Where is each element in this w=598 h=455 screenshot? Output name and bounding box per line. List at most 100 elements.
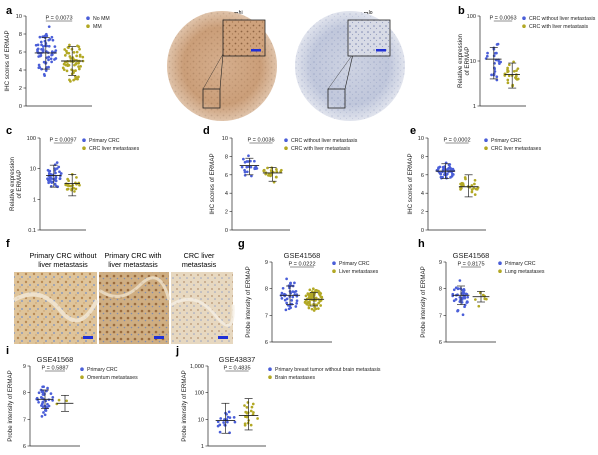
panel-label-f: f [6,238,10,250]
data-point [512,60,515,64]
p-value-label: P = 0.8175 [457,262,484,268]
panel-label-b: b [458,5,465,17]
zoom-region-box [327,88,346,109]
data-point [473,193,477,196]
caption-f2-line1: Primary CRC with [104,251,161,260]
data-point [266,166,269,170]
data-point [67,63,71,67]
data-point [216,424,220,428]
data-point [486,51,489,55]
data-point [496,42,500,46]
y-tick-label: 100 [467,14,476,20]
y-tick-label: 8 [265,287,268,293]
data-point [50,35,54,39]
data-point [308,303,312,307]
data-point [463,296,467,300]
data-point [46,386,49,390]
y-tick-label: 0.1 [28,228,36,234]
data-point [226,420,229,424]
data-point [218,430,222,434]
data-point [47,44,51,48]
data-point [458,279,462,282]
zoom-line [344,53,354,90]
data-point [69,57,73,60]
caption-f1-line1: Primary CRC without [29,251,96,260]
panel-label-i: i [6,345,9,357]
legend-marker [80,367,84,372]
data-point [493,51,497,55]
data-point [250,405,254,409]
data-point [280,297,284,300]
data-point [72,78,75,82]
zoom-line [327,53,354,90]
data-point [485,297,488,301]
data-point [461,182,465,185]
zoom-line [219,53,224,90]
y-tick-label: 10 [418,136,424,142]
data-point [39,40,43,44]
data-point [44,32,48,36]
chart-d: 0 2 4 6 8 10 IHC scores of ERMAP P = 0.0036 CRC … [209,136,358,234]
data-point [54,179,58,183]
data-point [73,190,76,193]
data-point [59,172,63,175]
chart-a: 0 2 4 6 8 10 IHC scores of ERMAP P = 0.0073 No M… [4,14,110,110]
data-point [311,287,315,291]
data-point [48,169,52,173]
p-value-label: P = 0.0063 [489,16,516,22]
scale-bar [376,49,386,52]
data-point [472,186,476,190]
data-point [75,50,79,54]
data-point [470,184,474,187]
data-point [63,48,67,51]
y-tick-label: 8 [23,391,26,397]
y-tick-label: 10 [198,417,204,423]
data-point [493,70,497,73]
data-point [245,170,249,174]
data-point [315,303,319,307]
data-point [72,186,76,190]
data-point [490,73,493,77]
data-point [72,69,75,73]
data-point [448,165,452,169]
data-point [262,168,266,172]
y-axis-label: IHC scores of ERMAP [209,153,216,214]
data-point [252,411,255,414]
legend-marker [80,375,84,380]
data-point [48,179,52,182]
data-point [246,421,250,425]
data-point [295,299,299,303]
y-tick-label: 4 [19,68,22,74]
data-point [474,298,477,301]
panel-label-a: a [6,5,13,17]
legend-marker [268,367,272,372]
data-point [37,400,40,404]
panel-label-h: h [418,238,425,250]
data-point [50,60,54,64]
tissue-lumen [13,292,99,323]
microscopy-panel-f: Primary CRC without liver metastasis Pri… [13,251,235,344]
y-tick-label: 0 [225,228,228,234]
data-point [462,287,466,291]
data-point [58,170,61,174]
y-tick-label: 10 [470,59,476,65]
data-point [53,45,57,48]
tissue-lumen [98,276,171,301]
data-point [240,165,244,169]
data-point [251,402,255,406]
data-point [70,188,73,192]
y-axis-label: of ERMAP [16,170,23,199]
data-point [40,415,44,418]
data-point [454,298,458,301]
data-point [50,50,54,53]
data-point [279,170,282,173]
data-point [40,43,43,47]
data-point [243,422,247,426]
data-point [75,54,79,58]
data-point [40,67,43,71]
chart-title: GSE41568 [453,251,490,260]
legend-marker [86,16,90,21]
data-point [485,54,489,58]
panel-label-d: d [203,125,210,137]
